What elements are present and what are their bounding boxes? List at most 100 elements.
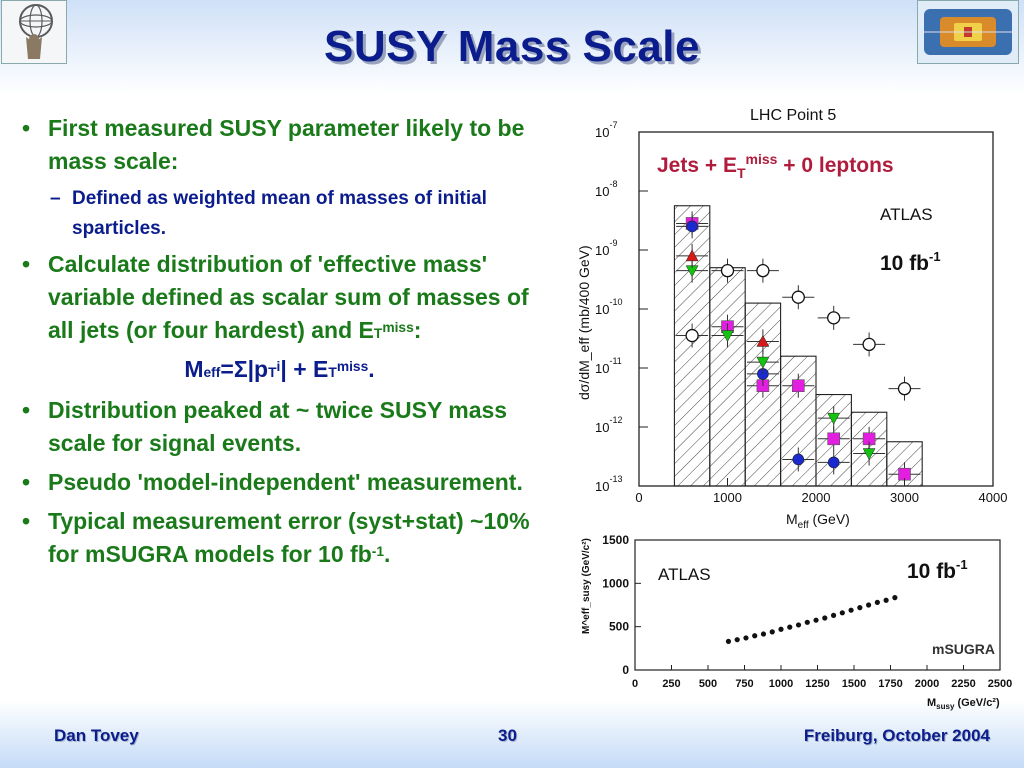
x-tick-label: 4000 [979,490,1008,505]
bullet-end: : [413,317,422,343]
data-point [756,356,770,369]
y-tick-label: 500 [609,620,629,634]
x-tick-label: 1500 [842,678,866,690]
data-point [756,263,770,278]
data-point [848,607,854,613]
data-point [827,432,841,446]
data-point [839,610,845,616]
x-axis-label: Meff (GeV) [786,511,850,531]
bullet-list: • First measured SUSY parameter likely t… [22,112,537,577]
formula-et-sup: miss [336,359,369,374]
bullet-dot: • [22,469,31,495]
mass-correlation-chart: ATLAS 10 fb-1 mSUGRA Msusy (GeV/c²) M^ef… [567,524,1024,714]
bullet-superscript: miss [382,320,414,335]
x-tick-label: 750 [735,678,753,690]
data-point [883,597,889,603]
bullet-item: • Calculate distribution of 'effective m… [22,248,537,347]
atlas-label: ATLAS [880,205,933,224]
model-label: mSUGRA [932,641,995,657]
x-tick-label: 2000 [802,490,831,505]
x-tick-label: 2250 [951,678,975,690]
y-tick-label: 10-9 [595,238,617,258]
bullet-dot: • [22,115,31,141]
histogram-bin [709,267,746,487]
data-point [685,249,699,262]
meff-distribution-svg: LHC Point 5 Jets + ETmiss + 0 leptons AT… [576,107,1008,531]
data-point [892,595,898,601]
x-tick-label: 1250 [805,678,829,690]
data-point [827,412,841,425]
atlas-statue-logo [1,0,67,64]
sub-bullet-item: – Defined as weighted mean of masses of … [22,184,537,244]
footer-event: Freiburg, October 2004 [803,726,990,745]
bullet-dot: • [22,397,31,423]
y-tick-label: 10-10 [595,297,622,317]
selection-label-sup: miss [746,151,778,167]
bullet-text: Calculate distribution of 'effective mas… [48,251,529,343]
bullet-item: • Pseudo 'model-independent' measurement… [22,466,537,499]
data-point [874,599,880,605]
luminosity-label: 10 fb-1 [880,249,941,275]
data-point [822,615,828,621]
formula-m: M [184,356,204,382]
selection-label: Jets + ETmiss + 0 leptons [657,151,894,181]
y-tick-label: 10-12 [595,415,622,435]
mass-correlation-svg: ATLAS 10 fb-1 mSUGRA Msusy (GeV/c²) M^ef… [581,533,1012,711]
footer-page-number: 30 [498,726,517,745]
lumi-sup: -1 [956,557,968,572]
data-point [791,290,805,304]
meff-formula: Meff=Σ|pTi| + ETmiss. [22,353,537,386]
formula-sigma: Σ [233,356,248,382]
header-band [0,0,1024,100]
x-tick-label: 0 [632,678,638,690]
x-label-main: M [927,697,936,709]
slide-title: SUSY Mass Scale [323,22,701,71]
x-axis-label: Msusy (GeV/c²) [927,697,1000,711]
data-point [760,631,767,637]
data-point [795,622,802,628]
data-point [734,637,740,643]
footer-band [0,700,1024,768]
formula-plus-e: | + E [280,356,329,382]
sub-bullet-text: Defined as weighted mean of masses of in… [72,188,487,239]
y-axis-label: dσ/dM_eff (mb/400 GeV) [576,245,592,400]
y-tick-label: 10-8 [595,179,617,199]
footer-author: Dan Tovey [54,726,139,745]
atlas-label: ATLAS [658,565,711,584]
lumi-text: 10 fb [880,252,929,275]
formula-pt-sup: i [276,359,281,374]
data-point [792,379,805,393]
selection-label-post: + 0 leptons [777,154,893,177]
x-tick-label: 2000 [915,678,939,690]
bullet-text: Typical measurement error (syst+stat) ~1… [48,508,530,567]
x-tick-label: 2500 [988,678,1012,690]
y-axis-label: M^eff_susy (GeV/c²) [581,538,592,634]
data-point [725,638,732,644]
y-tick-label: 10-13 [595,474,622,494]
x-tick-label: 1750 [878,678,902,690]
data-point [813,617,819,623]
data-point [857,605,863,611]
data-point [827,311,841,325]
bullet-superscript: -1 [371,544,385,559]
x-tick-label: 1000 [769,678,793,690]
x-tick-label: 250 [662,678,680,690]
data-point [862,337,876,352]
y-tick-label: 10-7 [595,120,617,140]
sub-bullet-dash: – [50,188,61,209]
x-tick-label: 500 [699,678,717,690]
bullet-dot: • [22,251,31,277]
formula-et-sub: T [328,365,337,380]
meff-distribution-chart: LHC Point 5 Jets + ETmiss + 0 leptons AT… [567,100,1024,532]
x-label-sub: susy [936,702,955,711]
y-tick-label: 0 [622,663,629,677]
data-point [787,624,793,630]
bullet-item: • First measured SUSY parameter likely t… [22,112,537,178]
bullet-text: First measured SUSY parameter likely to … [48,115,525,174]
bullet-dot: • [22,508,31,534]
x-label-sub: eff [798,520,809,531]
y-tick-label: 10-11 [595,356,622,376]
data-point [804,619,810,625]
y-tick-label: 1500 [602,533,629,547]
formula-eq: = [220,356,234,382]
